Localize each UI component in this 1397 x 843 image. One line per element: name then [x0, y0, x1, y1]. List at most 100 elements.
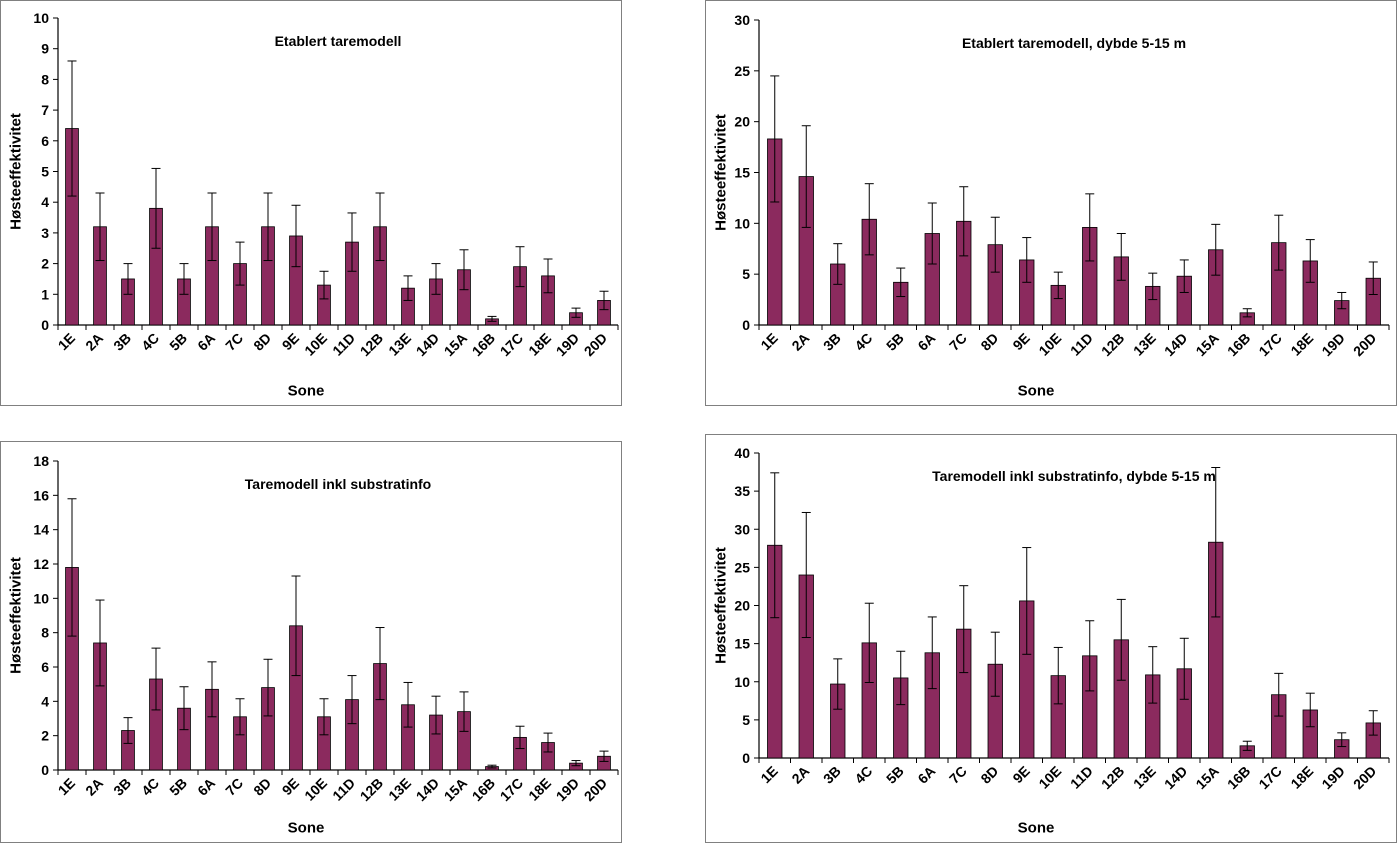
x-tick-label: 12B	[357, 775, 386, 804]
y-tick-label: 8	[41, 625, 49, 641]
x-tick-label: 4C	[138, 330, 162, 354]
x-tick-label: 11D	[329, 330, 358, 359]
y-tick-label: 1	[41, 286, 49, 302]
x-tick-label: 3B	[110, 330, 134, 354]
x-tick-label: 15A	[441, 775, 470, 804]
y-axis-label: Høsteeffektivitet	[713, 114, 730, 231]
x-tick-label: 14D	[413, 330, 442, 359]
x-tick-label: 18E	[525, 775, 554, 804]
x-tick-label: 19D	[553, 775, 582, 804]
x-tick-label: 4C	[851, 763, 875, 787]
x-tick-label: 7C	[946, 330, 970, 354]
y-tick-label: 15	[734, 636, 750, 652]
x-tick-label: 6A	[914, 763, 938, 787]
x-tick-label: 4C	[138, 775, 162, 799]
y-tick-label: 6	[41, 133, 49, 149]
y-tick-label: 5	[742, 712, 750, 728]
chart-panel: Taremodell inkl substratinfo 0 2 4 6 8 10 12 14 1…	[0, 441, 622, 843]
y-tick-label: 4	[41, 693, 49, 709]
x-tick-label: 13E	[385, 330, 414, 359]
y-tick-label: 0	[41, 317, 49, 333]
chart-title: Taremodell inkl substratinfo	[245, 476, 431, 492]
chart-panel: Taremodell inkl substratinfo, dybde 5-15…	[705, 434, 1397, 843]
x-tick-label: 18E	[525, 330, 554, 359]
x-tick-label: 11D	[1067, 330, 1096, 359]
y-tick-label: 7	[41, 102, 49, 118]
x-tick-label: 9E	[279, 330, 302, 353]
y-tick-label: 10	[734, 674, 750, 690]
x-tick-label: 15A	[441, 330, 470, 359]
x-tick-label: 1E	[55, 330, 78, 353]
y-tick-label: 14	[33, 522, 49, 538]
y-tick-label: 40	[734, 445, 750, 461]
y-axis-label: Høsteeffektivitet	[8, 557, 25, 674]
y-axis-label: Høsteeffektivitet	[8, 113, 25, 230]
x-tick-label: 2A	[788, 763, 812, 787]
x-tick-label: 1E	[757, 763, 780, 786]
x-tick-label: 5B	[883, 330, 907, 354]
x-tick-label: 20D	[1350, 763, 1379, 792]
x-tick-label: 17C	[497, 330, 526, 359]
x-tick-label: 18E	[1287, 763, 1316, 792]
x-tick-label: 6A	[194, 775, 218, 799]
x-tick-label: 8D	[250, 775, 274, 799]
x-tick-label: 14D	[1161, 330, 1190, 359]
x-tick-label: 1E	[55, 775, 78, 798]
x-tick-label: 17C	[1255, 763, 1284, 792]
x-tick-label: 20D	[1350, 330, 1379, 359]
x-tick-label: 10E	[301, 775, 330, 804]
x-tick-label: 7C	[222, 775, 246, 799]
x-axis-label: Sone	[288, 820, 325, 837]
x-tick-label: 1E	[757, 330, 780, 353]
x-tick-label: 6A	[194, 330, 218, 354]
x-tick-label: 7C	[946, 763, 970, 787]
y-tick-label: 30	[734, 12, 750, 28]
y-tick-label: 10	[734, 215, 750, 231]
x-tick-label: 10E	[301, 330, 330, 359]
x-tick-label: 14D	[413, 775, 442, 804]
x-tick-label: 11D	[1067, 763, 1096, 792]
y-tick-label: 0	[41, 762, 49, 778]
x-tick-label: 9E	[279, 775, 302, 798]
y-tick-label: 3	[41, 225, 49, 241]
x-tick-label: 13E	[1130, 330, 1159, 359]
x-tick-label: 10E	[1035, 330, 1064, 359]
x-tick-label: 5B	[166, 330, 190, 354]
x-tick-label: 15A	[1192, 763, 1221, 792]
y-tick-label: 15	[734, 165, 750, 181]
x-tick-label: 14D	[1161, 763, 1190, 792]
y-tick-label: 30	[734, 521, 750, 537]
x-tick-label: 5B	[883, 763, 907, 787]
x-axis-label: Sone	[1018, 820, 1055, 837]
y-tick-label: 4	[41, 194, 49, 210]
chart-panel: Etablert taremodell 0 1 2 3 4 5 6 7 8 9 10 Høsteeffe…	[0, 0, 622, 406]
y-tick-label: 25	[734, 559, 750, 575]
x-tick-label: 3B	[820, 763, 844, 787]
x-axis-label: Sone	[1018, 383, 1055, 400]
x-tick-label: 11D	[329, 775, 358, 804]
x-tick-label: 2A	[788, 330, 812, 354]
x-tick-label: 12B	[1098, 763, 1127, 792]
x-tick-label: 19D	[1318, 330, 1347, 359]
x-tick-label: 3B	[820, 330, 844, 354]
x-tick-label: 16B	[1224, 763, 1253, 792]
x-tick-label: 20D	[581, 330, 610, 359]
y-tick-label: 6	[41, 659, 49, 675]
x-tick-label: 5B	[166, 775, 190, 799]
y-tick-label: 16	[33, 487, 49, 503]
x-tick-label: 12B	[1098, 330, 1127, 359]
y-tick-label: 18	[33, 453, 49, 469]
x-tick-label: 19D	[1318, 763, 1347, 792]
chart-panel: Etablert taremodell, dybde 5-15 m 0 5 10 15 2…	[705, 0, 1397, 406]
y-tick-label: 2	[41, 728, 49, 744]
x-tick-label: 8D	[977, 763, 1001, 787]
chart-title: Taremodell inkl substratinfo, dybde 5-15…	[932, 468, 1216, 484]
x-tick-label: 19D	[553, 330, 582, 359]
x-tick-label: 8D	[250, 330, 274, 354]
y-tick-label: 10	[33, 590, 49, 606]
x-tick-label: 12B	[357, 330, 386, 359]
x-tick-label: 3B	[110, 775, 134, 799]
x-tick-label: 6A	[914, 330, 938, 354]
y-tick-label: 0	[742, 317, 750, 333]
